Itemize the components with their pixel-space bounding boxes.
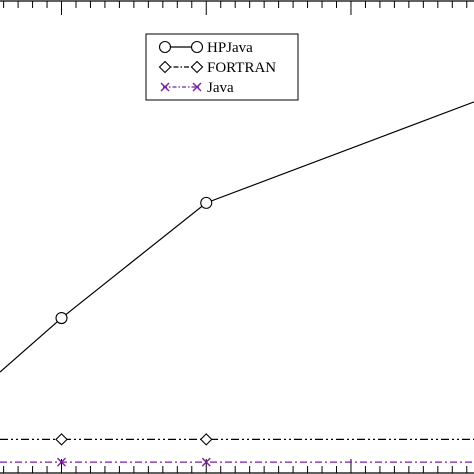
legend: HPJava FORTRAN Java xyxy=(145,33,299,101)
legend-marker-diamond xyxy=(158,60,172,74)
legend-item-hpjava: HPJava xyxy=(158,40,253,56)
legend-label: Java xyxy=(207,80,234,96)
data-point-java xyxy=(57,457,67,467)
legend-marker-x xyxy=(160,82,170,92)
legend-label: FORTRAN xyxy=(207,60,276,76)
legend-item-java: Java xyxy=(160,80,234,96)
series-markers xyxy=(55,196,213,467)
data-point-fortran xyxy=(55,433,68,446)
legend-item-fortran: FORTRAN xyxy=(158,60,276,76)
series-lines xyxy=(0,101,474,463)
legend-label: HPJava xyxy=(207,40,253,56)
data-point-hpjava xyxy=(55,312,68,325)
legend-marker-circle xyxy=(190,40,204,54)
data-point-fortran xyxy=(199,433,213,446)
data-point-java xyxy=(201,457,211,467)
legend-marker-circle xyxy=(158,40,172,54)
legend-marker-x xyxy=(192,82,202,92)
data-point-hpjava xyxy=(200,196,213,209)
series-line-hpjava xyxy=(0,101,474,373)
legend-marker-diamond xyxy=(190,60,204,74)
axis-ticks xyxy=(3,1,468,473)
